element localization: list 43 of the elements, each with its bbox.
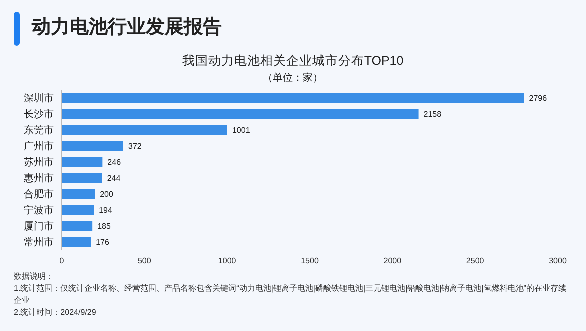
chart-title: 我国动力电池相关企业城市分布TOP10 — [181, 53, 405, 70]
bar — [62, 93, 524, 103]
bar — [62, 109, 419, 119]
bar — [62, 141, 124, 151]
bar — [62, 205, 94, 215]
data-label: 194 — [99, 206, 113, 215]
x-tick-label: 1500 — [301, 256, 320, 266]
x-tick-label: 2000 — [384, 256, 402, 266]
bar — [62, 237, 92, 247]
data-label: 2796 — [529, 94, 548, 103]
data-label: 372 — [128, 142, 142, 151]
bar — [62, 221, 93, 231]
data-label: 200 — [100, 190, 114, 199]
y-tick-label: 苏州市 — [24, 156, 54, 169]
x-tick-label: 1000 — [218, 256, 237, 266]
y-tick-label: 合肥市 — [24, 188, 54, 201]
bar — [62, 173, 102, 183]
text: 动力电池行业发展报告 — [32, 16, 222, 40]
y-tick-label: 常州市 — [24, 236, 54, 249]
x-tick-label: 3000 — [549, 256, 568, 266]
data-label: 176 — [96, 238, 110, 247]
chart-subtitle: （单位：家） — [262, 72, 324, 85]
data-label: 185 — [98, 222, 112, 231]
y-tick-label: 厦门市 — [24, 220, 54, 233]
data-label: 244 — [107, 174, 122, 183]
y-tick-label: 惠州市 — [23, 172, 54, 185]
y-tick-label: 深圳市 — [24, 92, 54, 105]
y-tick-label: 长沙市 — [24, 108, 54, 121]
text: 2.统计时间：2024/9/29 — [14, 307, 98, 319]
x-tick-label: 500 — [138, 256, 152, 266]
text: 1.统计范围：仅统计企业名称、经营范围、产品名称包含关键词“动力电池|锂离子电池|磷酸铁锂电池|三元锂电池|铅酸电池|钠离子电池|氢燃料电池”的在业存续企业 — [14, 283, 568, 307]
bar — [62, 189, 96, 199]
text: 数据说明： — [14, 271, 55, 283]
bar — [62, 125, 228, 135]
y-tick-label: 东莞市 — [24, 124, 54, 137]
data-label: 1001 — [232, 126, 251, 135]
y-tick-label: 广州市 — [24, 140, 54, 153]
x-tick-label: 0 — [60, 256, 65, 266]
y-tick-label: 宁波市 — [24, 204, 54, 217]
bar — [62, 157, 103, 167]
data-label: 246 — [108, 158, 122, 167]
data-label: 2158 — [424, 110, 442, 119]
x-tick-label: 2500 — [466, 256, 485, 266]
